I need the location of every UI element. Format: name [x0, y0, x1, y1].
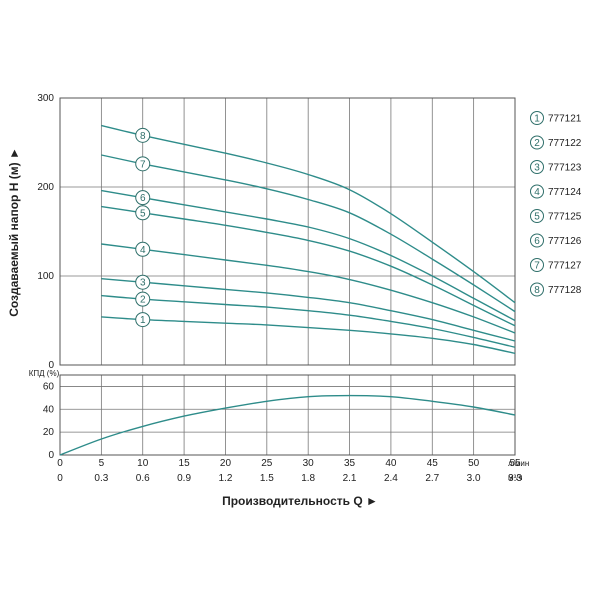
x-tick-label-lpm: 50 [468, 458, 480, 469]
legend-entry-777125: 777125 [548, 212, 582, 223]
legend-entry-777128: 777128 [548, 285, 582, 296]
head-curve-6 [101, 189, 516, 322]
x-tick-label-lpm: 10 [137, 458, 149, 469]
axis-ticks: 010020030002040600050.3100.6150.9201.225… [37, 93, 522, 484]
head-curve-2 [101, 294, 516, 348]
head-curve-5 [101, 205, 516, 327]
x-unit-primary: л/мин [508, 459, 529, 468]
x-tick-label-lpm: 40 [385, 458, 397, 469]
head-curve-3 [101, 278, 516, 342]
legend-marker-2 [530, 135, 544, 150]
curve-marker-4 [135, 241, 151, 257]
x-tick-label-m3h: 0.3 [94, 473, 108, 484]
x-tick-label-m3h: 0 [57, 473, 63, 484]
efficiency-plot-frame [59, 374, 516, 456]
curve-marker-6 [135, 190, 151, 206]
legend-marker-label: 6 [534, 236, 540, 247]
legend: 1 777121 2 777122 3 777123 4 777124 5 777125 6 7771… [530, 111, 582, 297]
curve-marker-3 [135, 274, 151, 290]
legend-marker-5 [530, 209, 544, 223]
legend-marker-label: 8 [534, 285, 540, 296]
x-tick-label-m3h: 3.3 [508, 473, 522, 484]
legend-marker-3 [530, 160, 544, 174]
head-y-tick-label: 0 [48, 360, 54, 371]
head-axis-title: Создаваемый напор Н (м) ► [7, 147, 21, 317]
legend-entry-777127: 777127 [548, 261, 582, 272]
x-tick-label-m3h: 1.5 [260, 473, 274, 484]
efficiency-curve-group [59, 394, 516, 456]
legend-marker-label: 3 [534, 163, 540, 174]
x-tick-label-lpm: 45 [427, 458, 439, 469]
head-curve-4 [101, 243, 516, 334]
x-tick-label-m3h: 2.1 [343, 473, 357, 484]
legend-entry-777122: 777122 [548, 138, 582, 149]
x-tick-label-m3h: 3.0 [467, 473, 481, 484]
x-tick-label-lpm: 30 [303, 458, 315, 469]
x-tick-label-m3h: 2.7 [425, 473, 439, 484]
legend-marker-label: 1 [534, 114, 540, 125]
x-tick-label-lpm: 15 [179, 458, 191, 469]
x-unit-secondary: м³/ч [508, 473, 523, 482]
legend-entry-777123: 777123 [548, 163, 582, 174]
curve-marker-7 [135, 156, 151, 172]
curve-marker-label: 1 [140, 315, 146, 326]
x-tick-label-lpm: 5 [99, 458, 105, 469]
curve-marker-label: 2 [140, 295, 146, 306]
head-grid [59, 97, 516, 366]
x-tick-label-lpm: 35 [344, 458, 356, 469]
head-curves: 1 2 3 4 5 6 7 8 [101, 124, 516, 355]
curve-marker-label: 7 [140, 159, 146, 170]
efficiency-axis-title: КПД (%) [29, 369, 60, 378]
efficiency-y-tick-label: 0 [48, 450, 54, 461]
x-tick-label-lpm: 20 [220, 458, 232, 469]
x-axis-title: Производительность Q ► [222, 494, 378, 508]
legend-marker-7 [530, 258, 544, 272]
efficiency-y-tick-label: 20 [43, 427, 55, 438]
curve-marker-2 [135, 291, 151, 307]
legend-entry-777121: 777121 [548, 114, 582, 125]
head-y-tick-label: 200 [37, 182, 54, 193]
curve-marker-5 [135, 205, 151, 221]
x-tick-label-m3h: 1.8 [301, 473, 315, 484]
x-tick-label-m3h: 2.4 [384, 473, 398, 484]
efficiency-y-tick-label: 60 [43, 381, 55, 392]
curve-marker-1 [135, 312, 151, 328]
x-tick-label-m3h: 0.9 [177, 473, 191, 484]
efficiency-grid [59, 374, 516, 456]
efficiency-y-tick-label: 40 [43, 404, 55, 415]
curve-marker-8 [135, 127, 151, 143]
legend-marker-label: 7 [534, 261, 540, 272]
head-y-tick-label: 300 [37, 93, 54, 104]
legend-marker-1 [530, 111, 544, 125]
legend-marker-label: 5 [534, 212, 540, 223]
head-curve-7 [101, 154, 516, 313]
x-tick-label-lpm: 0 [57, 458, 63, 469]
curve-marker-label: 8 [140, 131, 146, 142]
head-curve-8 [101, 124, 516, 304]
x-tick-label-lpm: 25 [261, 458, 273, 469]
legend-marker-4 [530, 184, 544, 199]
head-plot-frame [59, 97, 516, 366]
legend-marker-label: 2 [534, 138, 540, 149]
legend-entry-777124: 777124 [548, 187, 582, 198]
head-curve-1 [101, 316, 516, 355]
legend-marker-label: 4 [534, 187, 540, 198]
curve-marker-label: 4 [140, 245, 146, 256]
curve-marker-label: 3 [140, 278, 146, 289]
legend-entry-777126: 777126 [548, 236, 582, 247]
efficiency-curve [59, 394, 516, 456]
curve-marker-label: 6 [140, 193, 146, 204]
head-y-tick-label: 100 [37, 271, 54, 282]
legend-marker-6 [530, 233, 544, 248]
x-tick-label-m3h: 0.6 [136, 473, 150, 484]
legend-marker-8 [530, 282, 544, 297]
x-tick-label-lpm: 55 [509, 458, 521, 469]
curve-marker-label: 5 [140, 208, 146, 219]
x-tick-label-m3h: 1.2 [219, 473, 233, 484]
